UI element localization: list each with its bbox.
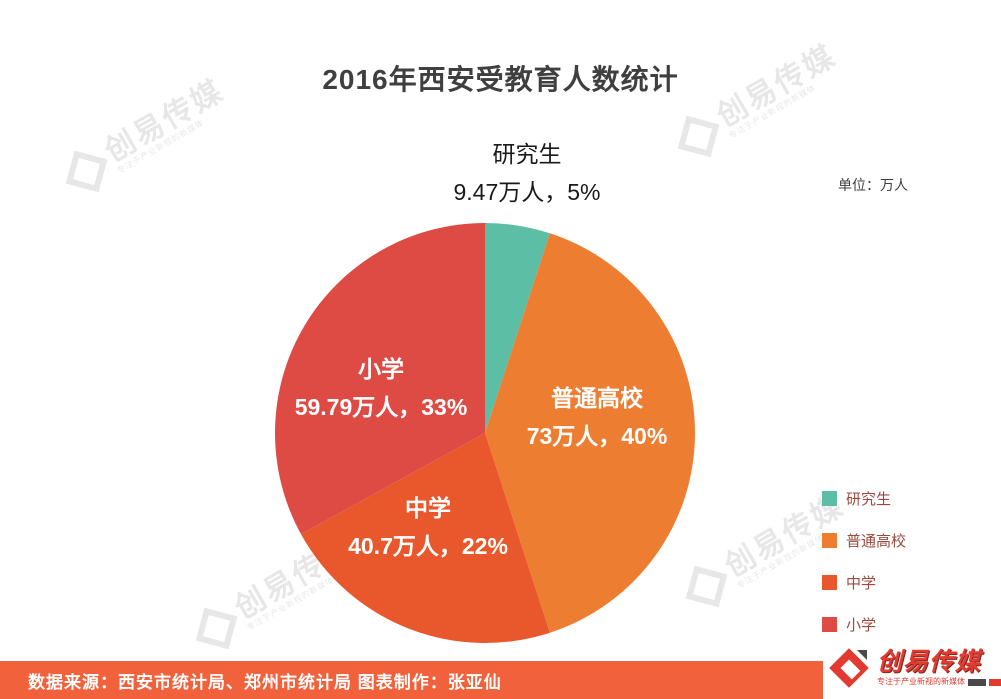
legend-item-middle-school: 中学 (822, 572, 906, 593)
brand-name: 创易传媒 (877, 648, 982, 677)
slice-name: 中学 (405, 495, 451, 522)
slice-label-university: 普通高校 73万人，40% (527, 380, 668, 456)
slice-label-middle-school: 中学 40.7万人，22% (348, 490, 508, 566)
pie-slice-0 (485, 223, 550, 433)
legend-item-primary-school: 小学 (822, 614, 906, 635)
slice-label-primary-school: 小学 59.79万人，33% (295, 351, 468, 427)
slice-value: 9.47万人，5% (453, 179, 601, 205)
slice-value: 40.7万人，22% (348, 533, 508, 559)
legend-swatch (822, 491, 837, 506)
slice-name: 普通高校 (551, 385, 643, 412)
legend-swatch (822, 617, 837, 632)
data-source-text: 数据来源：西安市统计局、郑州市统计局 图表制作：张亚仙 (28, 672, 502, 692)
pie-slice-1 (485, 233, 695, 633)
slice-label-graduate: 研究生 9.47万人，5% (453, 136, 600, 212)
slice-name: 研究生 (492, 141, 562, 168)
legend-label: 普通高校 (846, 533, 907, 550)
legend: 研究生 普通高校 中学 小学 (822, 488, 906, 635)
legend-label: 小学 (846, 617, 877, 634)
slice-value: 59.79万人，33% (294, 394, 468, 420)
legend-label: 中学 (846, 575, 877, 592)
slice-value: 73万人，40% (526, 423, 668, 449)
logo-badge (968, 679, 986, 687)
legend-item-graduate: 研究生 (822, 488, 906, 509)
legend-label: 研究生 (846, 491, 892, 508)
slice-name: 小学 (358, 356, 404, 383)
pie-slice-2 (300, 433, 550, 643)
unit-label: 单位：万人 (838, 177, 908, 193)
chart-title: 2016年西安受教育人数统计 (322, 64, 679, 95)
brand-tagline: 专注于产业新视的新媒体 (877, 677, 965, 687)
legend-swatch (822, 533, 837, 548)
legend-item-university: 普通高校 (822, 530, 906, 551)
brand-logo-icon (829, 648, 869, 688)
footer-source-bar: 数据来源：西安市统计局、郑州市统计局 图表制作：张亚仙 (0, 661, 823, 699)
legend-swatch (822, 575, 837, 590)
logo-badge (989, 679, 1001, 687)
pie-slice-3 (275, 223, 485, 535)
brand-logo: 创易传媒 专注于产业新视的新媒体 (823, 637, 1001, 699)
